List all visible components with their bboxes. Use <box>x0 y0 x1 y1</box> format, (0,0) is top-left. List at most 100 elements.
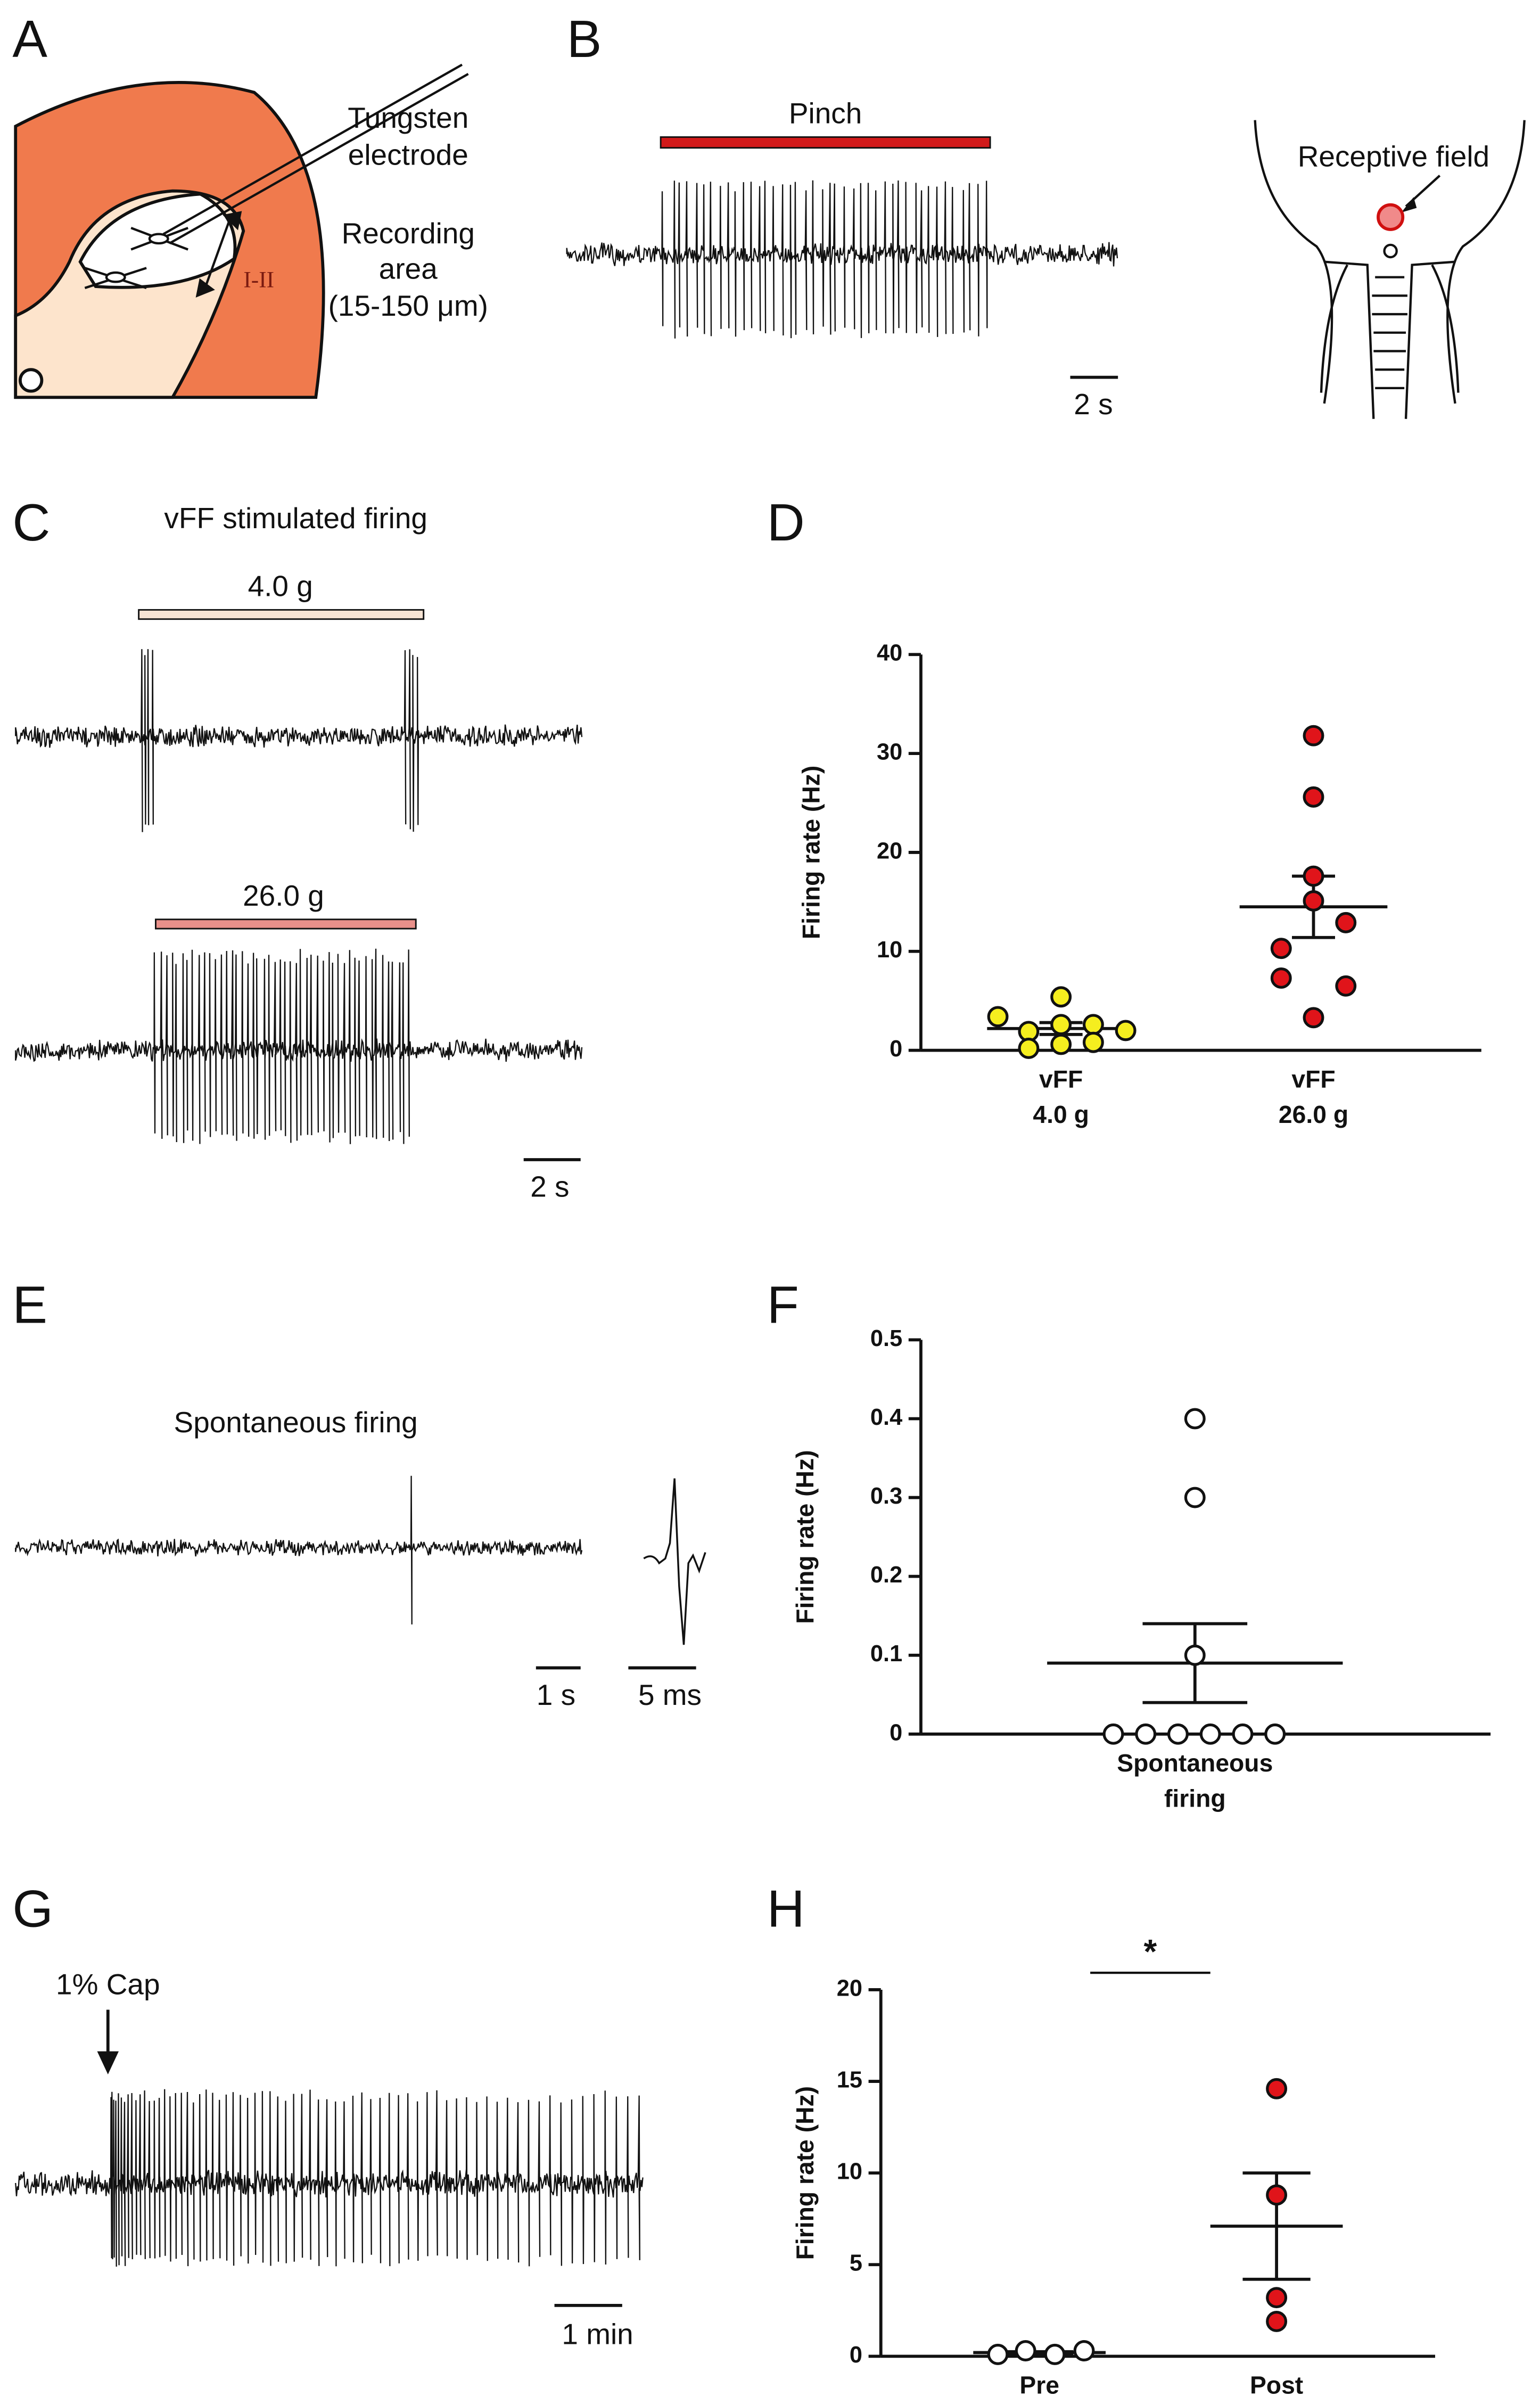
y-axis-label: Firing rate (Hz) <box>791 2086 819 2260</box>
spike-waveform <box>643 1478 706 1645</box>
data-point <box>1232 1723 1254 1745</box>
area-label: (15-150 μm) <box>328 289 488 322</box>
receptive-field <box>1377 203 1405 231</box>
data-point <box>1335 912 1357 933</box>
data-point <box>1135 1723 1157 1745</box>
trace <box>15 649 583 832</box>
data-point <box>1270 967 1292 989</box>
arrow-head <box>97 2051 119 2075</box>
trace <box>15 2089 644 2267</box>
data-point <box>1018 1037 1040 1059</box>
stimulus-bar <box>154 918 417 930</box>
y-tick-label: 20 <box>877 838 902 864</box>
scale-label: 2 s <box>1074 388 1113 421</box>
stimulus-label: 1% Cap <box>56 1968 160 2001</box>
y-tick-label: 0.2 <box>870 1562 902 1588</box>
y-tick-label: 40 <box>877 641 902 666</box>
data-point <box>1266 2078 1288 2099</box>
trace <box>566 180 1118 339</box>
scale-label: 5 ms <box>638 1678 702 1711</box>
data-point <box>1303 1007 1324 1029</box>
y-axis-label: Firing rate (Hz) <box>797 766 825 939</box>
y-tick-label: 0 <box>850 2342 862 2368</box>
data-point <box>1264 1723 1286 1745</box>
panel-title: vFF stimulated firing <box>164 502 427 535</box>
y-tick-label: 10 <box>837 2159 862 2185</box>
y-tick-label: 0.1 <box>870 1641 902 1667</box>
y-tick-label: 0.3 <box>870 1483 902 1509</box>
panel-label: A <box>12 10 47 68</box>
electrode-label: electrode <box>348 138 468 171</box>
trace <box>15 1475 583 1624</box>
data-point <box>1184 1487 1206 1508</box>
receptive-field-label: Receptive field <box>1298 140 1489 173</box>
data-point <box>1167 1723 1189 1745</box>
panel-title: Spontaneous firing <box>174 1406 418 1439</box>
y-tick-label: 30 <box>877 740 902 765</box>
y-tick-label: 0 <box>890 1036 902 1062</box>
electrode-label: Tungsten <box>348 101 468 134</box>
data-point <box>1184 1408 1206 1430</box>
panel-label: E <box>12 1276 47 1334</box>
data-point <box>1102 1723 1124 1745</box>
panel-label: C <box>12 493 50 552</box>
y-tick-label: 0.4 <box>870 1405 902 1430</box>
panel-label: F <box>767 1276 799 1334</box>
data-point <box>1335 975 1357 997</box>
scale-label: 1 min <box>562 2317 633 2350</box>
x-tick-label: Spontaneous <box>1117 1749 1273 1777</box>
scale-label: 2 s <box>530 1170 569 1203</box>
panel-label: D <box>767 493 805 552</box>
stimulus-bar <box>138 609 425 620</box>
x-tick-label: firing <box>1164 1784 1226 1812</box>
x-tick-label: Pre <box>1019 2371 1059 2399</box>
data-point <box>1266 2310 1288 2332</box>
x-tick-label: vFF <box>1039 1065 1083 1093</box>
area-label: Recording <box>342 217 475 250</box>
stimulus-bar <box>660 136 991 149</box>
body-outline <box>1254 120 1526 419</box>
panel-label: H <box>767 1879 805 1938</box>
panel-label: G <box>12 1879 53 1938</box>
data-point <box>1050 1014 1072 1036</box>
data-point <box>1266 2287 1288 2309</box>
stimulus-label: Pinch <box>789 96 862 129</box>
trace <box>15 948 583 1144</box>
data-point <box>1015 2340 1036 2361</box>
data-point <box>987 1006 1009 1028</box>
y-tick-label: 0.5 <box>870 1326 902 1351</box>
y-tick-label: 0 <box>890 1720 902 1745</box>
data-point <box>1050 1033 1072 1055</box>
x-tick-label: vFF <box>1291 1065 1335 1093</box>
data-point <box>1303 725 1324 746</box>
y-tick-label: 10 <box>877 937 902 963</box>
panel-label: B <box>567 10 602 68</box>
significance-label: * <box>1144 1933 1157 1971</box>
y-tick-label: 15 <box>837 2067 862 2093</box>
scale-label: 1 s <box>537 1678 575 1711</box>
data-point <box>1044 2343 1066 2365</box>
data-point <box>1303 786 1324 808</box>
data-point <box>1184 1644 1206 1666</box>
x-tick-label: 26.0 g <box>1279 1101 1348 1128</box>
area-label: area <box>379 252 438 285</box>
lamina-label: I-II <box>243 267 274 292</box>
stimulus-label: 26.0 g <box>243 879 324 912</box>
y-tick-label: 5 <box>850 2251 862 2276</box>
arrow-head <box>1401 197 1417 213</box>
data-point <box>1115 1020 1137 1041</box>
spinal-cord-schematic <box>14 63 469 399</box>
data-point <box>1199 1723 1221 1745</box>
data-point <box>987 2343 1009 2365</box>
data-point <box>1303 890 1324 912</box>
data-point <box>1266 2184 1288 2206</box>
marker <box>1383 243 1398 259</box>
y-tick-label: 20 <box>837 1975 862 2001</box>
x-tick-label: Post <box>1250 2371 1303 2399</box>
stimulus-label: 4.0 g <box>248 569 313 602</box>
data-point <box>1082 1014 1104 1036</box>
y-axis-label: Firing rate (Hz) <box>791 1450 819 1623</box>
data-point <box>1050 986 1072 1008</box>
